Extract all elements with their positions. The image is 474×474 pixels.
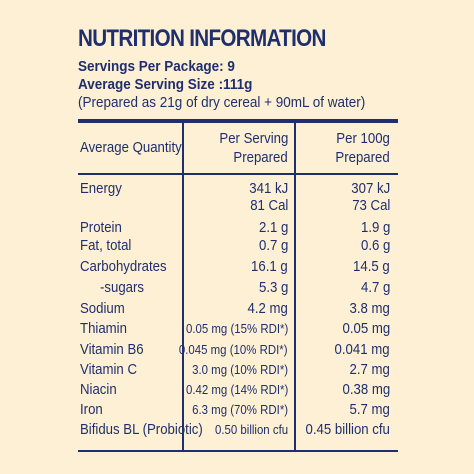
bottom-rule bbox=[78, 450, 398, 452]
header-per-100g-prepared: Prepared bbox=[335, 149, 390, 166]
row-name: Bifidus BL (Probiotic) bbox=[80, 421, 203, 438]
row-per-100g: 0.45 billion cfu bbox=[305, 421, 390, 438]
row-name: Niacin bbox=[80, 381, 117, 398]
row-per-100g: 3.8 mg bbox=[349, 300, 390, 317]
top-rule bbox=[78, 119, 398, 123]
row-name: Fat, total bbox=[80, 237, 132, 254]
row-per-serving: 0.42 mg (14% RDI*) bbox=[185, 382, 288, 397]
row-name: -sugars bbox=[100, 279, 145, 296]
row-per-100g: 1.9 g bbox=[360, 219, 390, 236]
row-name: Energy bbox=[80, 180, 122, 197]
row-per-100g: 0.05 mg bbox=[342, 320, 390, 337]
row-name: Vitamin C bbox=[80, 361, 137, 378]
header-rule bbox=[78, 173, 398, 175]
header-average-quantity: Average Quantity bbox=[80, 139, 182, 156]
row-per-serving: 4.2 mg bbox=[247, 300, 288, 317]
row-name: Sodium bbox=[80, 300, 125, 317]
average-serving-size: Average Serving Size :111g bbox=[78, 76, 253, 93]
preparation-note: (Prepared as 21g of dry cereal + 90mL of… bbox=[78, 94, 366, 111]
row-per-serving: 2.1 g bbox=[258, 219, 288, 236]
row-per-100g: 2.7 mg bbox=[349, 361, 390, 378]
row-per-serving: 81 Cal bbox=[249, 197, 288, 214]
row-name: Vitamin B6 bbox=[80, 341, 144, 358]
row-per-100g: 0.6 g bbox=[360, 237, 390, 254]
header-per-serving-prepared: Prepared bbox=[233, 149, 288, 166]
row-per-serving: 341 kJ bbox=[249, 180, 288, 197]
page-title: NUTRITION INFORMATION bbox=[78, 25, 326, 52]
row-per-100g: 5.7 mg bbox=[349, 401, 390, 418]
row-per-serving: 0.045 mg (10% RDI*) bbox=[179, 342, 288, 357]
row-per-serving: 0.50 billion cfu bbox=[214, 422, 288, 437]
row-per-100g: 0.38 mg bbox=[342, 381, 390, 398]
row-per-serving: 0.7 g bbox=[258, 237, 288, 254]
column-divider-2 bbox=[294, 121, 296, 451]
row-per-100g: 4.7 g bbox=[360, 279, 390, 296]
row-name: Protein bbox=[80, 219, 122, 236]
row-name: Carbohydrates bbox=[80, 258, 167, 275]
row-per-100g: 0.041 mg bbox=[334, 341, 390, 358]
column-divider-1 bbox=[182, 121, 184, 451]
row-per-serving: 3.0 mg (10% RDI*) bbox=[191, 362, 288, 377]
row-per-serving: 5.3 g bbox=[258, 279, 288, 296]
header-per-serving: Per Serving bbox=[219, 130, 288, 147]
row-per-100g: 73 Cal bbox=[351, 197, 390, 214]
row-per-serving: 0.05 mg (15% RDI*) bbox=[185, 321, 288, 336]
nutrition-panel: NUTRITION INFORMATION Servings Per Packa… bbox=[78, 24, 408, 112]
row-per-100g: 307 kJ bbox=[351, 180, 390, 197]
row-per-100g: 14.5 g bbox=[353, 258, 390, 275]
header-per-100g: Per 100g bbox=[336, 130, 390, 147]
row-name: Thiamin bbox=[80, 320, 127, 337]
row-name: Iron bbox=[80, 401, 103, 418]
row-per-serving: 6.3 mg (70% RDI*) bbox=[191, 402, 288, 417]
servings-per-package: Servings Per Package: 9 bbox=[78, 58, 235, 75]
row-per-serving: 16.1 g bbox=[251, 258, 288, 275]
